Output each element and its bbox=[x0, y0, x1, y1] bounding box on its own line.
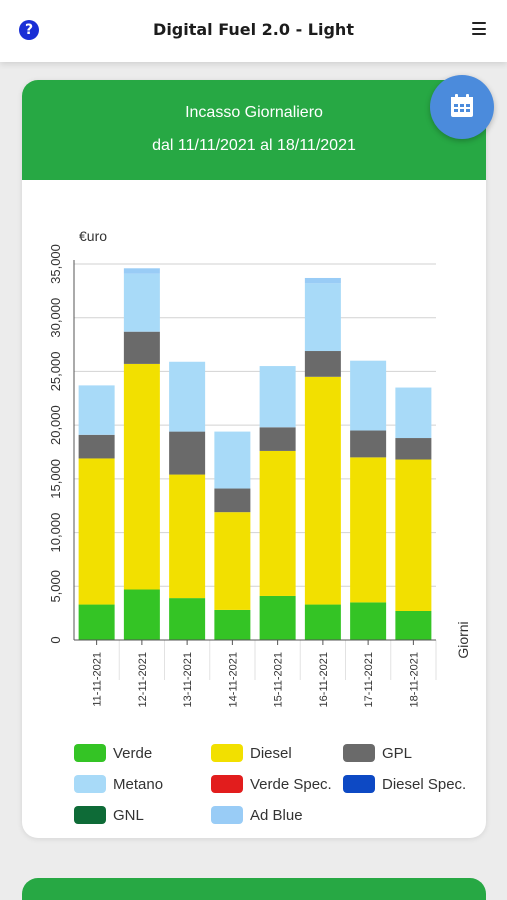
bar-segment-diesel bbox=[304, 376, 341, 605]
bar-segment-metano bbox=[169, 361, 206, 432]
legend-item[interactable]: Verde bbox=[74, 743, 152, 763]
legend-swatch bbox=[211, 806, 243, 824]
bar-segment-verde bbox=[259, 595, 296, 640]
bar-segment-metano bbox=[78, 385, 115, 435]
bar-segment-metano bbox=[395, 387, 432, 439]
x-tick-label: 17-11-2021 bbox=[363, 652, 375, 707]
bar-segment-gpl bbox=[123, 331, 160, 364]
legend-swatch bbox=[74, 806, 106, 824]
bar-segment-verde bbox=[304, 604, 341, 640]
bar-segment-verde bbox=[78, 604, 115, 640]
x-tick-label: 16-11-2021 bbox=[318, 652, 330, 707]
legend-item[interactable]: GNL bbox=[74, 805, 144, 825]
hamburger-menu-icon[interactable] bbox=[472, 22, 486, 35]
bar-segment-diesel bbox=[395, 459, 432, 611]
legend-item[interactable]: GPL bbox=[343, 743, 412, 763]
y-tick-label: 0 bbox=[48, 636, 63, 643]
x-tick-label: 14-11-2021 bbox=[227, 652, 239, 707]
calendar-icon bbox=[451, 94, 473, 117]
bar-segment-diesel bbox=[169, 474, 206, 599]
legend-item[interactable]: Diesel Spec. bbox=[343, 774, 466, 794]
bar-segment-gpl bbox=[395, 438, 432, 460]
y-tick-label: 15,000 bbox=[48, 459, 63, 499]
legend-swatch bbox=[211, 744, 243, 762]
bar-segment-diesel bbox=[350, 457, 387, 603]
bar-segment-verde bbox=[214, 609, 251, 640]
y-tick-label: 10,000 bbox=[48, 513, 63, 553]
legend-item[interactable]: Verde Spec. bbox=[211, 774, 332, 794]
legend-swatch bbox=[74, 775, 106, 793]
legend-swatch bbox=[343, 775, 375, 793]
bar-segment-gpl bbox=[169, 431, 206, 475]
legend-label: Diesel Spec. bbox=[382, 775, 467, 793]
bar-segment-metano bbox=[304, 283, 341, 352]
bar-segment-metano bbox=[123, 273, 160, 332]
legend-label: Ad Blue bbox=[250, 806, 303, 824]
x-tick-label: 13-11-2021 bbox=[182, 652, 194, 707]
bar-segment-diesel bbox=[78, 458, 115, 605]
app-title: Digital Fuel 2.0 - Light bbox=[153, 20, 354, 39]
bar-segment-verde bbox=[123, 589, 160, 640]
bar-segment-metano bbox=[259, 366, 296, 428]
x-tick-label: 11-11-2021 bbox=[92, 652, 104, 707]
legend-label: Diesel bbox=[250, 744, 292, 762]
legend-label: GNL bbox=[113, 806, 144, 824]
legend-swatch bbox=[343, 744, 375, 762]
x-tick-label: 12-11-2021 bbox=[137, 652, 149, 707]
x-tick-label: 15-11-2021 bbox=[273, 652, 285, 707]
question-circle-icon[interactable]: ? bbox=[19, 20, 39, 40]
bar-segment-gpl bbox=[214, 488, 251, 513]
bar-segment-verde bbox=[169, 598, 206, 640]
daily-revenue-card: Incasso Giornaliero dal 11/11/2021 al 18… bbox=[22, 80, 486, 838]
legend-label: Metano bbox=[113, 775, 164, 793]
bar-segment-gpl bbox=[304, 351, 341, 377]
legend-item[interactable]: Ad Blue bbox=[211, 805, 303, 825]
legend-swatch bbox=[74, 744, 106, 762]
date-range: dal 11/11/2021 al 18/11/2021 bbox=[152, 137, 356, 154]
bar-segment-gpl bbox=[259, 427, 296, 451]
top-bar: ? Digital Fuel 2.0 - Light bbox=[0, 0, 507, 62]
bar-segment-diesel bbox=[259, 450, 296, 596]
bar-segment-metano bbox=[214, 431, 251, 489]
bar-segment-diesel bbox=[214, 512, 251, 610]
legend-label: Verde Spec. bbox=[250, 775, 332, 793]
x-axis-label: Giorni bbox=[455, 621, 471, 658]
bar-segment-gpl bbox=[78, 434, 115, 459]
card-header: Incasso Giornaliero dal 11/11/2021 al 18… bbox=[22, 80, 486, 180]
legend-item[interactable]: Metano bbox=[74, 774, 163, 794]
legend-item[interactable]: Diesel bbox=[211, 743, 292, 763]
y-tick-label: 20,000 bbox=[48, 405, 63, 445]
y-axis-label: €uro bbox=[79, 228, 107, 244]
legend-swatch bbox=[211, 775, 243, 793]
bar-segment-metano bbox=[350, 360, 387, 431]
bar-segment-ad-blue bbox=[304, 277, 341, 284]
bar-segment-verde bbox=[350, 602, 387, 640]
bar-segment-ad-blue bbox=[123, 268, 160, 274]
y-tick-label: 5,000 bbox=[48, 570, 63, 603]
bar-segment-gpl bbox=[350, 430, 387, 458]
card-title: Incasso Giornaliero bbox=[185, 104, 323, 121]
second-card-header bbox=[22, 878, 486, 900]
legend-label: Verde bbox=[113, 744, 153, 762]
legend-label: GPL bbox=[382, 744, 413, 762]
y-tick-label: 30,000 bbox=[48, 298, 63, 338]
stacked-bar-chart: 0 5,000 10,000 15,000 20,000 25,000 30,000 35,0… bbox=[48, 228, 471, 707]
x-tick-label: 18-11-2021 bbox=[408, 652, 420, 707]
y-tick-label: 35,000 bbox=[48, 244, 63, 284]
calendar-button[interactable] bbox=[430, 75, 494, 139]
bar-segment-verde bbox=[395, 610, 432, 640]
y-tick-label: 25,000 bbox=[48, 352, 63, 392]
bar-segment-diesel bbox=[123, 363, 160, 590]
